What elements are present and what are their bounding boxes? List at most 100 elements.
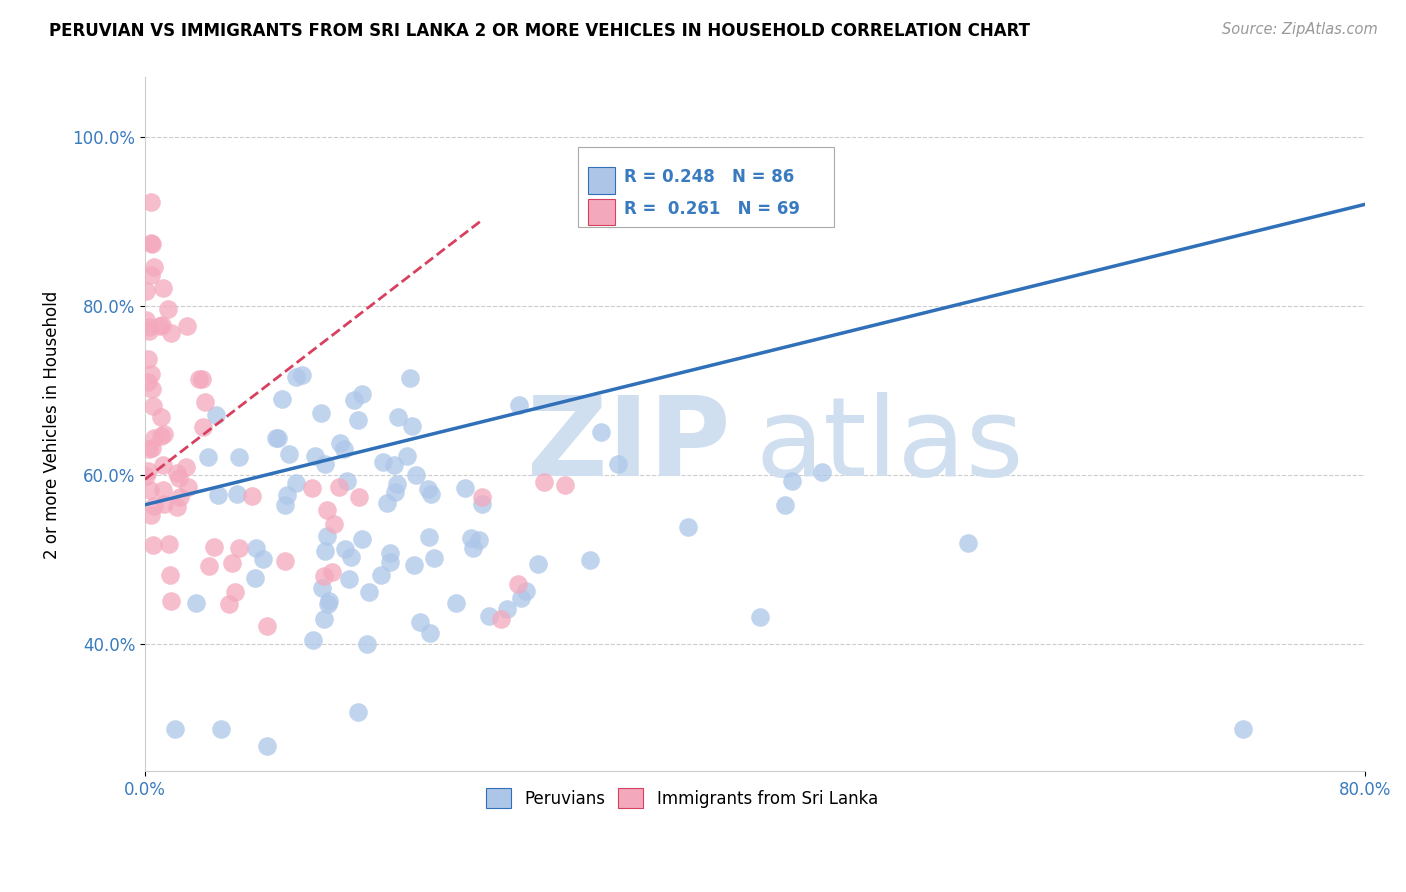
Point <box>337 572 360 586</box>
Point <box>676 520 699 534</box>
Point <box>165 722 187 736</box>
Point <box>333 541 356 556</box>
Point <box>186 596 208 610</box>
Point <box>291 368 314 382</box>
Text: R =  0.261   N = 69: R = 0.261 N = 69 <box>624 200 800 218</box>
Point <box>228 450 250 464</box>
Point <box>1232 722 1254 736</box>
Point <box>243 571 266 585</box>
Point <box>149 319 172 334</box>
Point <box>139 194 162 209</box>
Point <box>271 392 294 407</box>
Point <box>350 387 373 401</box>
Point <box>578 553 600 567</box>
Point <box>323 517 346 532</box>
Point <box>274 499 297 513</box>
Legend: Peruvians, Immigrants from Sri Lanka: Peruvians, Immigrants from Sri Lanka <box>479 781 884 815</box>
Point <box>202 540 225 554</box>
Point <box>460 531 482 545</box>
Point <box>142 538 165 552</box>
Point <box>274 554 297 568</box>
FancyBboxPatch shape <box>588 167 614 194</box>
Point <box>350 532 373 546</box>
Point <box>284 369 307 384</box>
Point <box>139 367 162 381</box>
Point <box>177 481 200 495</box>
Point <box>187 372 209 386</box>
Point <box>166 500 188 514</box>
Point <box>775 498 797 512</box>
Point <box>302 633 325 648</box>
Point <box>153 426 176 441</box>
Point <box>141 382 163 396</box>
Point <box>375 496 398 510</box>
Point <box>347 705 370 719</box>
Point <box>191 372 214 386</box>
Point <box>301 481 323 495</box>
Point <box>135 469 157 483</box>
Point <box>418 530 440 544</box>
Point <box>343 393 366 408</box>
Point <box>256 619 278 633</box>
Point <box>309 406 332 420</box>
Point <box>156 302 179 317</box>
Text: ZIP: ZIP <box>527 392 731 499</box>
Point <box>404 558 426 573</box>
Point <box>508 398 530 412</box>
Point <box>174 459 197 474</box>
Point <box>226 487 249 501</box>
Point <box>387 409 409 424</box>
Point <box>340 550 363 565</box>
Point <box>315 529 337 543</box>
Point <box>405 467 427 482</box>
Point <box>136 464 159 478</box>
Point <box>506 577 529 591</box>
Point <box>277 446 299 460</box>
Point <box>384 484 406 499</box>
Point <box>336 474 359 488</box>
Point <box>607 457 630 471</box>
Point <box>454 481 477 495</box>
Point <box>495 602 517 616</box>
Point <box>136 376 159 390</box>
Point <box>264 431 287 445</box>
Point <box>782 474 804 488</box>
Point <box>401 418 423 433</box>
Point <box>416 483 439 497</box>
Text: Source: ZipAtlas.com: Source: ZipAtlas.com <box>1222 22 1378 37</box>
Point <box>423 551 446 566</box>
Point <box>245 541 267 555</box>
Point <box>141 268 163 282</box>
Point <box>191 420 214 434</box>
Point <box>141 237 163 252</box>
Text: PERUVIAN VS IMMIGRANTS FROM SRI LANKA 2 OR MORE VEHICLES IN HOUSEHOLD CORRELATIO: PERUVIAN VS IMMIGRANTS FROM SRI LANKA 2 … <box>49 22 1031 40</box>
Point <box>420 486 443 500</box>
Point <box>304 449 326 463</box>
Point <box>149 410 172 425</box>
Point <box>321 565 343 579</box>
Point <box>207 488 229 502</box>
Point <box>152 483 174 497</box>
Point <box>478 608 501 623</box>
Y-axis label: 2 or more Vehicles in Household: 2 or more Vehicles in Household <box>44 290 60 558</box>
Point <box>135 285 157 299</box>
Point <box>209 722 232 736</box>
Point <box>139 508 162 522</box>
Point <box>176 319 198 334</box>
Point <box>346 413 368 427</box>
Point <box>463 541 485 555</box>
Point <box>198 558 221 573</box>
Point <box>143 431 166 445</box>
Point <box>471 497 494 511</box>
Point <box>160 593 183 607</box>
Point <box>748 610 770 624</box>
Point <box>811 465 834 479</box>
Point <box>527 558 550 572</box>
Point <box>444 596 467 610</box>
Point <box>205 408 228 422</box>
Point <box>141 441 163 455</box>
Point <box>329 435 352 450</box>
Point <box>160 326 183 341</box>
Text: R = 0.248   N = 86: R = 0.248 N = 86 <box>624 169 794 186</box>
Point <box>139 483 162 497</box>
